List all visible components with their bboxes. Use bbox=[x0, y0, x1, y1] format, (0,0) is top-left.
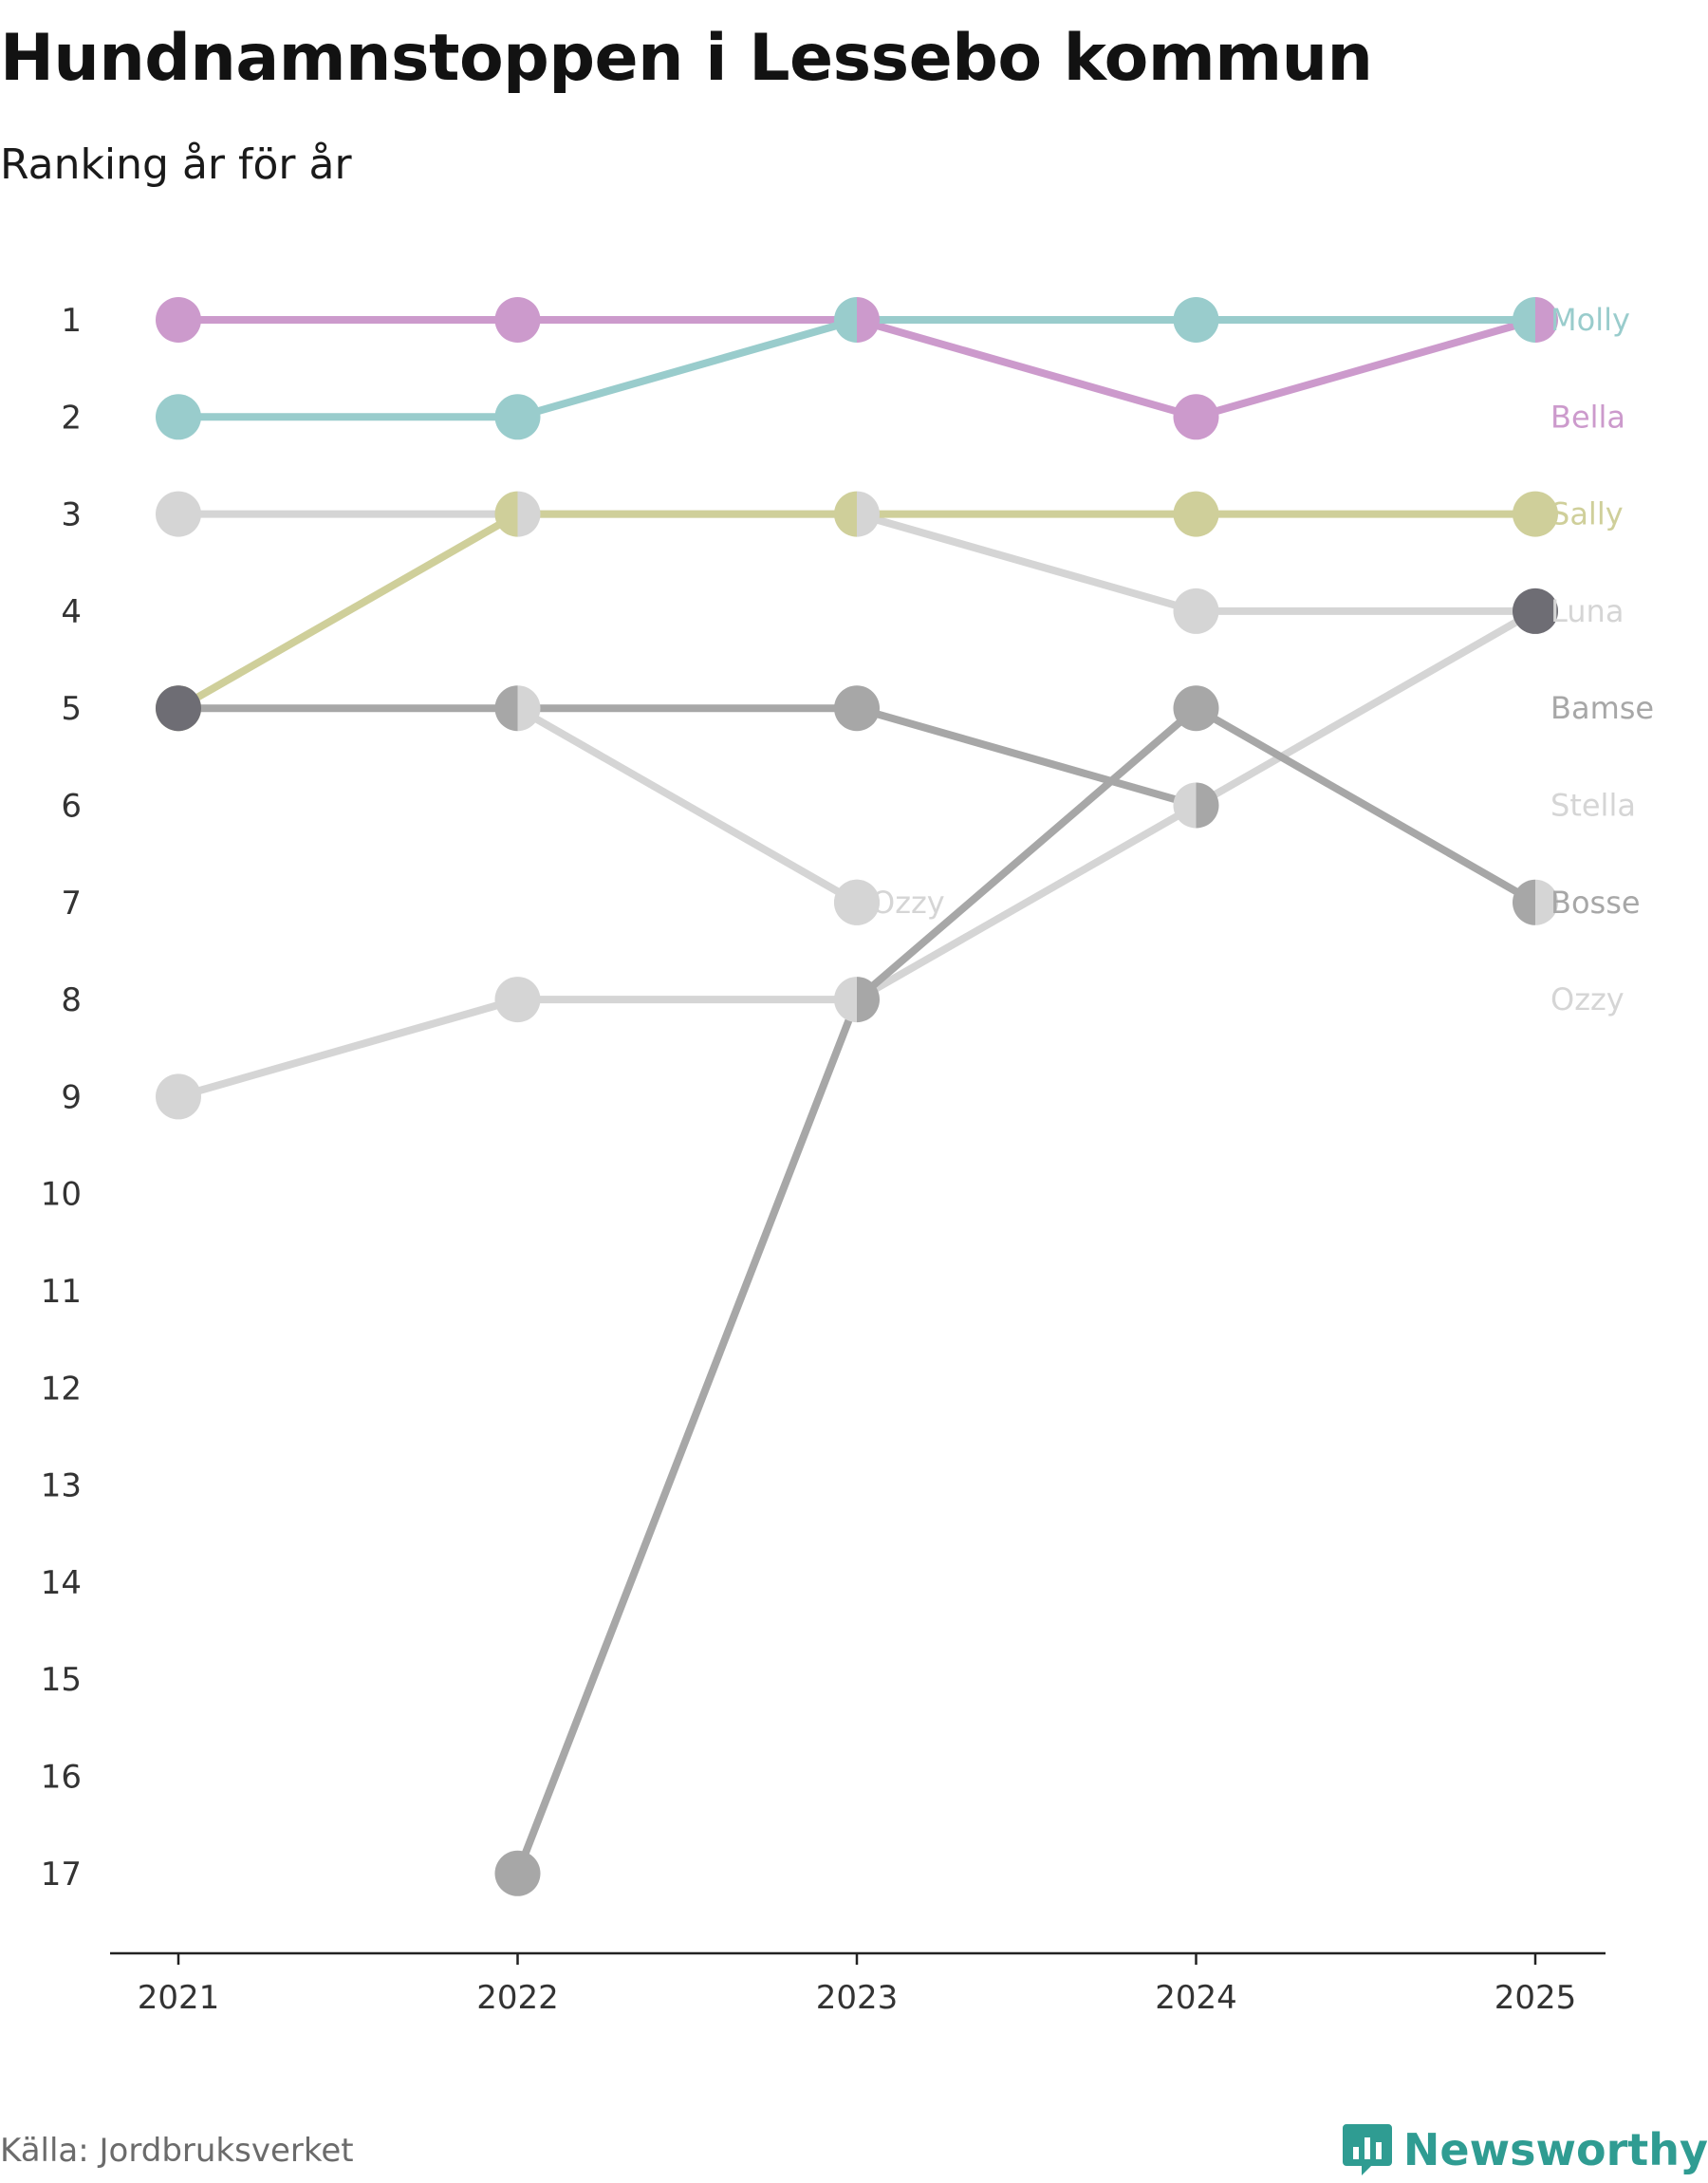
end-label-sally: Sally bbox=[1550, 496, 1624, 532]
bar-chart-bubble-icon bbox=[1342, 2124, 1392, 2175]
end-label-bamse: Bamse bbox=[1550, 690, 1654, 726]
split-marker-right bbox=[1196, 782, 1219, 829]
split-marker-left bbox=[1513, 879, 1535, 925]
y-tick-label: 7 bbox=[61, 885, 82, 923]
split-marker-left bbox=[1513, 297, 1535, 343]
split-marker-right bbox=[857, 297, 880, 343]
split-marker-left bbox=[834, 491, 857, 537]
end-label-bosse: Bosse bbox=[1550, 885, 1641, 921]
y-tick-label: 14 bbox=[41, 1564, 82, 1602]
end-label-molly: Molly bbox=[1550, 302, 1630, 338]
split-marker-left bbox=[1173, 782, 1197, 829]
end-label-ozzy: Ozzy bbox=[1550, 981, 1624, 1017]
series-marker bbox=[1173, 394, 1219, 440]
split-marker-right bbox=[517, 685, 541, 732]
y-tick-label: 17 bbox=[41, 1856, 82, 1894]
end-label-stella: Stella bbox=[1550, 788, 1636, 824]
y-tick-label: 1 bbox=[61, 302, 82, 340]
series-marker bbox=[156, 1073, 201, 1120]
y-tick-label: 12 bbox=[41, 1370, 82, 1408]
x-tick-label: 2022 bbox=[476, 1979, 559, 2017]
x-tick-label: 2024 bbox=[1155, 1979, 1237, 2017]
series-line bbox=[175, 606, 1539, 1101]
split-marker-right bbox=[1535, 297, 1558, 343]
y-tick-label: 4 bbox=[61, 593, 82, 631]
split-marker-right bbox=[517, 491, 541, 537]
brand-logo[interactable]: Newsworthy bbox=[1342, 2122, 1708, 2177]
inline-series-label: Ozzy bbox=[871, 885, 945, 921]
chart-title: Hundnamnstoppen i Lessebo kommun bbox=[0, 21, 1373, 96]
series-marker bbox=[494, 977, 541, 1023]
end-label-bella: Bella bbox=[1550, 399, 1625, 435]
series-marker bbox=[834, 685, 880, 732]
brand-name: Newsworthy bbox=[1402, 2124, 1708, 2175]
split-marker-right bbox=[857, 491, 880, 537]
series-marker bbox=[156, 394, 201, 440]
y-tick-label: 2 bbox=[61, 399, 82, 437]
series-marker bbox=[1513, 588, 1558, 634]
split-marker-left bbox=[834, 297, 857, 343]
x-tick-label: 2021 bbox=[138, 1979, 220, 2017]
y-tick-label: 3 bbox=[61, 496, 82, 534]
series-marker bbox=[494, 1850, 541, 1896]
split-marker-right bbox=[1535, 879, 1559, 925]
x-tick-label: 2025 bbox=[1494, 1979, 1577, 2017]
split-marker-left bbox=[834, 977, 857, 1023]
series-marker bbox=[156, 297, 201, 343]
series-marker bbox=[1173, 588, 1219, 634]
series-marker bbox=[494, 394, 541, 440]
x-tick-label: 2023 bbox=[816, 1979, 899, 2017]
series-marker bbox=[156, 491, 201, 537]
split-marker-right bbox=[857, 977, 880, 1023]
y-tick-label: 13 bbox=[41, 1467, 82, 1505]
series-line bbox=[175, 704, 1200, 810]
y-tick-label: 11 bbox=[41, 1273, 82, 1311]
y-tick-label: 6 bbox=[61, 788, 82, 826]
series-marker bbox=[1173, 297, 1219, 343]
series-marker bbox=[1173, 491, 1219, 537]
y-tick-label: 9 bbox=[61, 1078, 82, 1116]
y-tick-label: 5 bbox=[61, 690, 82, 728]
series-marker bbox=[1513, 491, 1558, 537]
series-marker bbox=[156, 685, 201, 732]
split-marker-left bbox=[494, 685, 518, 732]
end-label-luna: Luna bbox=[1550, 593, 1624, 629]
y-tick-label: 10 bbox=[41, 1176, 82, 1214]
series-marker bbox=[834, 879, 880, 925]
series-marker bbox=[1173, 685, 1219, 732]
source-note: Källa: Jordbruksverket bbox=[0, 2132, 354, 2170]
series-line bbox=[513, 704, 861, 906]
y-tick-label: 15 bbox=[41, 1661, 82, 1699]
split-marker-left bbox=[494, 491, 518, 537]
series-line bbox=[513, 704, 1539, 1877]
chart-subtitle: Ranking år för år bbox=[0, 140, 352, 189]
series-marker bbox=[494, 297, 541, 343]
y-tick-label: 8 bbox=[61, 981, 82, 1019]
y-tick-label: 16 bbox=[41, 1759, 82, 1797]
